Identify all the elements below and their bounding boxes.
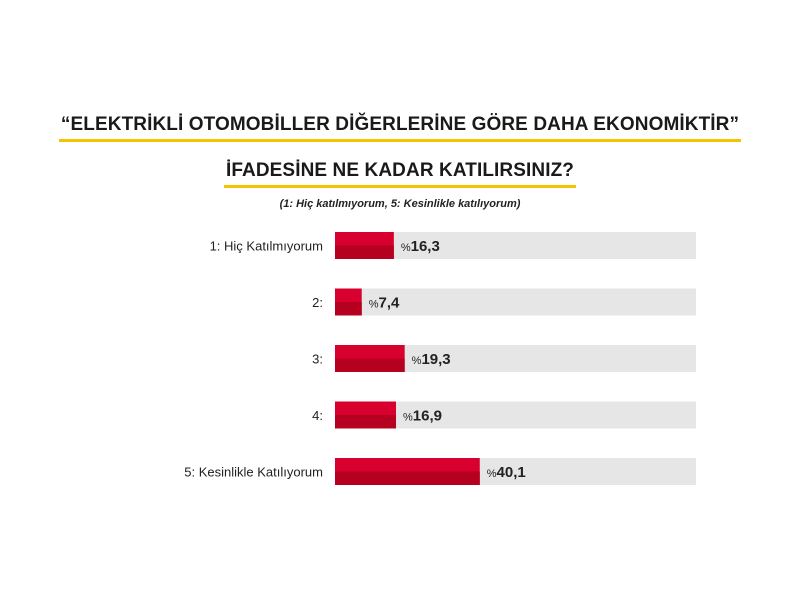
data-label-prefix: % (412, 355, 422, 367)
category-label: 2: (312, 295, 323, 310)
data-label-value: 16,3 (411, 238, 440, 255)
title-line-2: İFADESİNE NE KADAR KATILIRSINIZ? (223, 160, 577, 188)
data-label-prefix: % (487, 468, 497, 480)
data-label-value: 7,4 (378, 295, 400, 312)
category-label: 3: (312, 352, 323, 367)
bar-shade (335, 302, 362, 316)
data-label-prefix: % (403, 412, 413, 424)
category-label: 1: Hiç Katılmıyorum (210, 239, 323, 254)
data-label-prefix: % (369, 299, 379, 311)
data-label-value: 16,9 (413, 408, 442, 425)
category-label: 4: (312, 408, 323, 423)
bar-track (335, 288, 696, 316)
bar-shade (335, 471, 480, 485)
chart-subtitle: (1: Hiç katılmıyorum, 5: Kesinlikle katı… (279, 198, 521, 210)
bar-shade (335, 358, 405, 372)
data-label-value: 19,3 (421, 351, 450, 368)
data-label: %16,3 (401, 238, 440, 255)
bar-shade (335, 245, 394, 259)
data-label: %16,9 (403, 408, 442, 425)
data-label: %7,4 (369, 295, 400, 312)
chart-title: “ELEKTRİKLİ OTOMOBİLLER DİĞERLERİNE GÖRE… (0, 114, 800, 188)
data-label-prefix: % (401, 242, 411, 254)
data-label-value: 40,1 (497, 464, 526, 481)
category-label: 5: Kesinlikle Katılıyorum (184, 465, 323, 480)
title-line-1: “ELEKTRİKLİ OTOMOBİLLER DİĞERLERİNE GÖRE… (58, 114, 742, 142)
bar-track (335, 232, 696, 259)
data-label: %19,3 (412, 351, 451, 368)
bar-shade (335, 415, 397, 429)
data-label: %40,1 (487, 464, 526, 481)
